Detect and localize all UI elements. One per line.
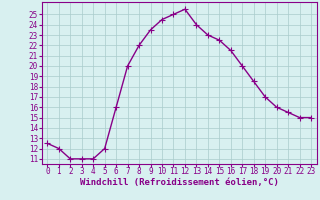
X-axis label: Windchill (Refroidissement éolien,°C): Windchill (Refroidissement éolien,°C) [80, 178, 279, 187]
